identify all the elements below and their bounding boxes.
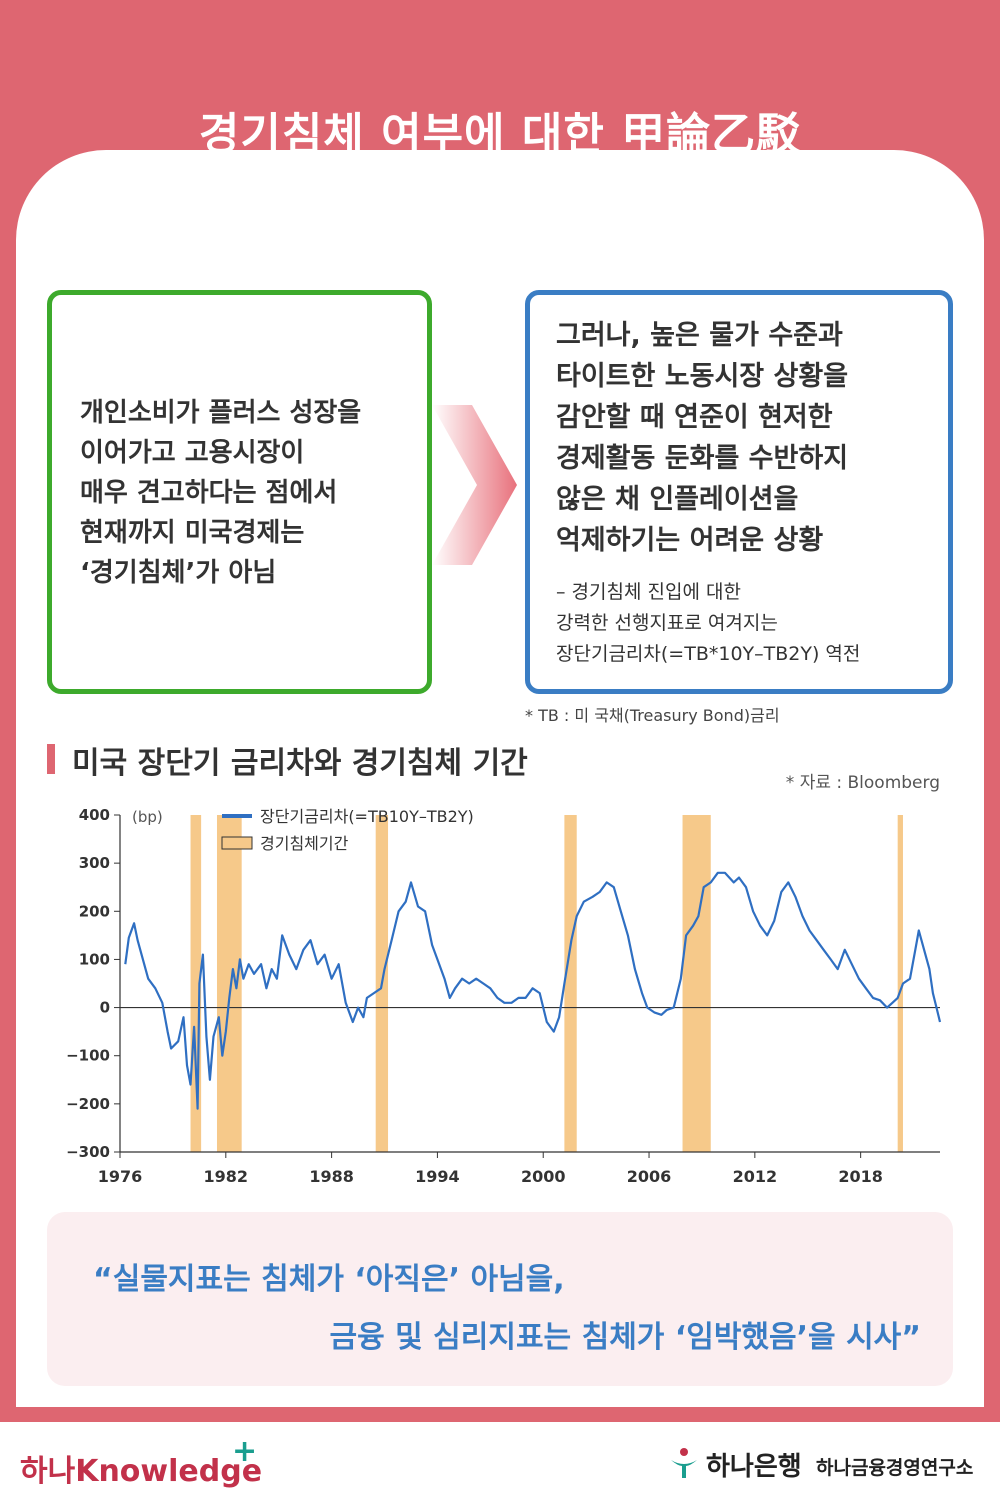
hana-bank-name: 하나은행	[706, 1452, 802, 1482]
quote-line-1: “실물지표는 침체가 ‘아직은’ 아님을,	[93, 1262, 565, 1297]
right-argument-box: 그러나, 높은 물가 수준과 타이트한 노동시장 상황을 감안할 때 연준이 현…	[525, 290, 953, 694]
left-argument-box: 개인소비가 플러스 성장을 이어가고 고용시장이 매우 견고하다는 점에서 현재…	[47, 290, 432, 694]
recession-band	[190, 815, 202, 1152]
recession-band	[682, 815, 711, 1152]
page-title: 경기침체 여부에 대한 甲論乙駁	[198, 109, 802, 160]
series-line-spread	[124, 871, 942, 1110]
x-tick-label: 1994	[415, 1167, 460, 1186]
legend-band-swatch	[221, 836, 253, 850]
quote-box: “실물지표는 침체가 ‘아직은’ 아님을, 금융 및 심리지표는 침체가 ‘임박…	[47, 1212, 953, 1386]
x-tick-label: 2018	[838, 1167, 883, 1186]
y-tick-label: 300	[79, 854, 110, 872]
plus-icon: +	[232, 1434, 258, 1469]
source-note: * 자료 : Bloomberg	[785, 773, 940, 793]
y-unit-label: (bp)	[132, 808, 163, 826]
y-tick-label: 200	[79, 902, 110, 920]
legend-line-label: 장단기금리차(=TB10Y–TB2Y)	[260, 807, 474, 826]
y-tick-label: −200	[66, 1095, 110, 1113]
x-tick-label: 1988	[309, 1167, 354, 1186]
recession-band	[897, 815, 903, 1152]
x-tick-label: 2012	[733, 1167, 778, 1186]
x-tick-label: 1976	[98, 1167, 143, 1186]
x-tick-label: 2000	[521, 1167, 566, 1186]
yield-spread-chart: 400 300 200 100 0 −100 −200 −300 1976 1982 1988 199…	[66, 806, 942, 1186]
x-tick-label: 1982	[204, 1167, 249, 1186]
hana-knowledge-logo: 하나Knowledge	[20, 1454, 263, 1489]
hana-institute-name: 하나금융경영연구소	[816, 1457, 974, 1479]
recession-band	[564, 815, 577, 1152]
left-argument-text: 개인소비가 플러스 성장을 이어가고 고용시장이 매우 견고하다는 점에서 현재…	[80, 398, 362, 588]
y-tick-label: 0	[100, 999, 110, 1017]
quote-line-2: 금융 및 심리지표는 침체가 ‘임박했음’을 시사”	[329, 1320, 921, 1355]
legend-band-label: 경기침체기간	[260, 834, 349, 853]
y-tick-label: −300	[66, 1143, 110, 1161]
right-argument-text: 그러나, 높은 물가 수준과 타이트한 노동시장 상황을 감안할 때 연준이 현…	[556, 320, 849, 556]
section-marker	[47, 744, 55, 774]
y-tick-label: 400	[79, 806, 110, 824]
tb-footnote: * TB : 미 국채(Treasury Bond)금리	[525, 706, 780, 725]
y-tick-label: −100	[66, 1047, 110, 1065]
y-tick-label: 100	[79, 950, 110, 968]
right-argument-note: – 경기침체 진입에 대한 강력한 선행지표로 여겨지는 장단기금리차(=TB*…	[556, 581, 861, 665]
hana-bank-logo-icon	[671, 1448, 697, 1478]
x-tick-label: 2006	[627, 1167, 672, 1186]
chart-section-title: 미국 장단기 금리차와 경기침체 기간	[72, 746, 528, 781]
arrow-icon	[432, 405, 517, 565]
